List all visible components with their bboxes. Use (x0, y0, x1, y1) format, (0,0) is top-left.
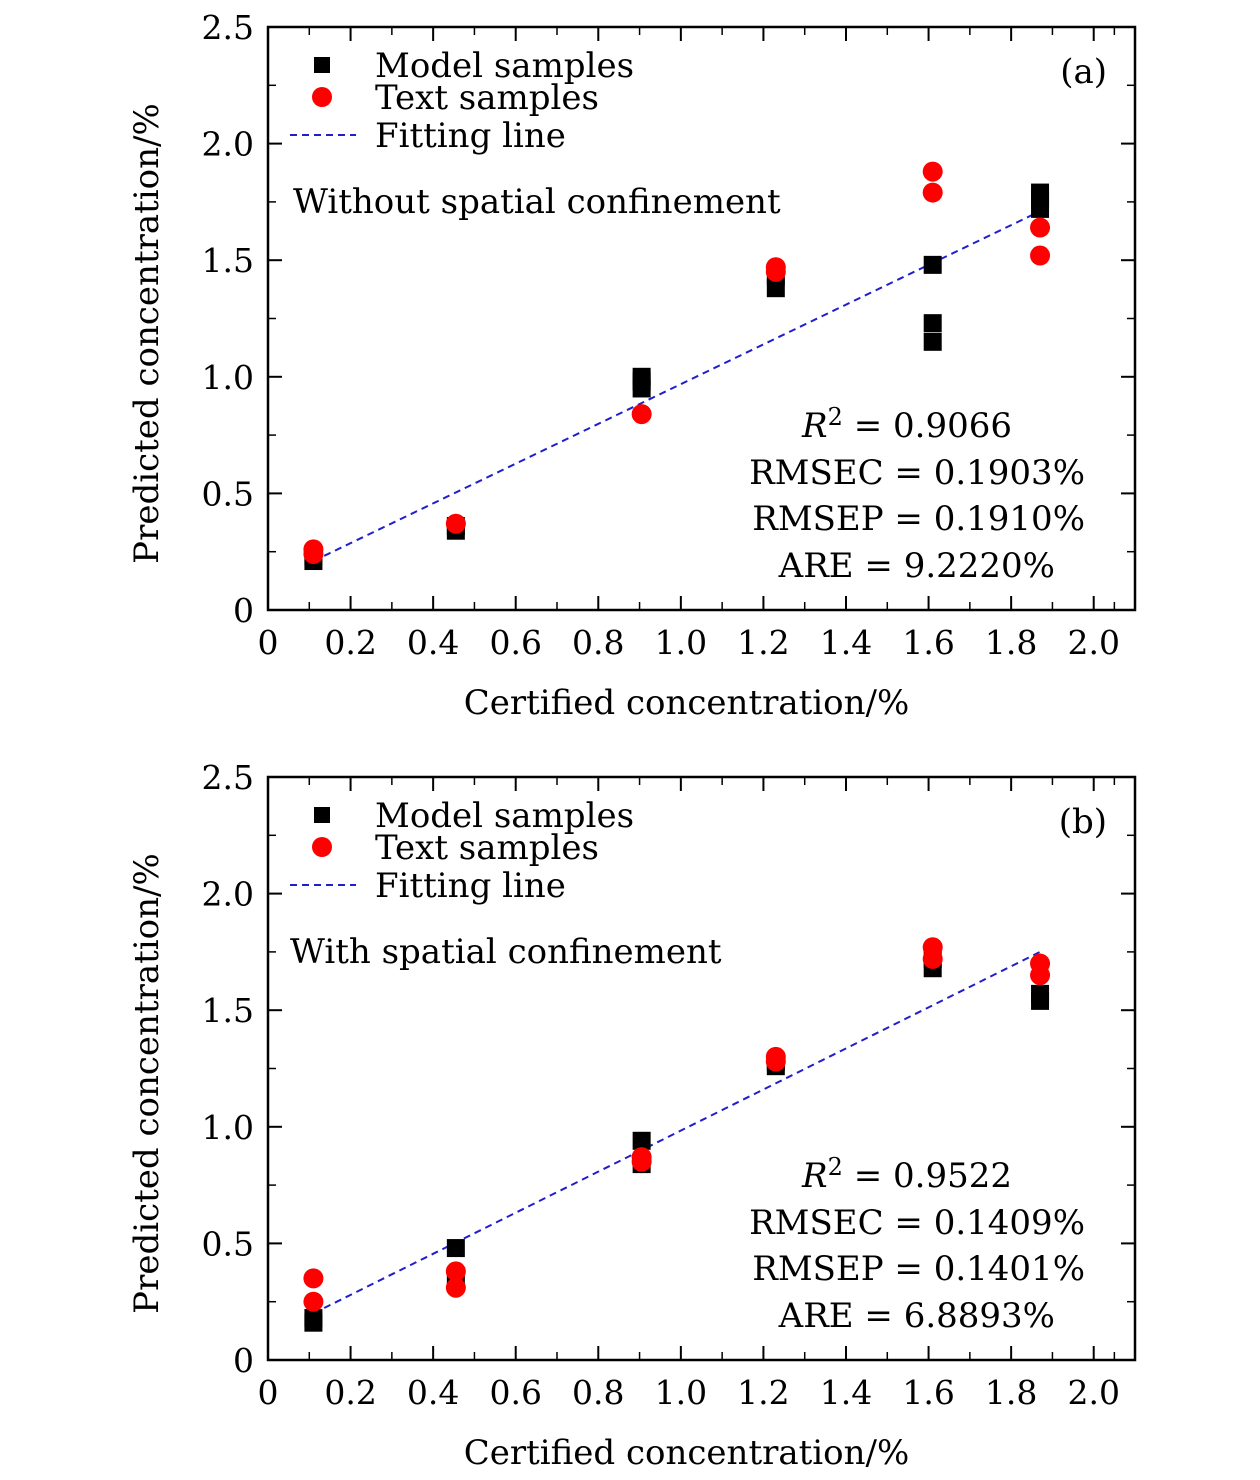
x-tick-label: 1.8 (985, 1373, 1037, 1412)
x-tick-label: 0.2 (324, 1373, 376, 1412)
text-sample-point (445, 513, 466, 534)
stat-are: ARE = 9.2220% (778, 546, 1055, 586)
legend-label-fit: Fitting line (375, 866, 566, 906)
model-sample-point (1031, 984, 1050, 1003)
x-tick-label: 1.6 (902, 623, 954, 662)
y-tick-label: 1.0 (202, 358, 254, 397)
x-tick-label: 0.2 (324, 623, 376, 662)
legend-label-text: Text samples (375, 78, 599, 118)
condition-annotation: With spatial confinement (290, 932, 722, 972)
text-sample-point (631, 404, 652, 425)
text-sample-point (303, 539, 324, 560)
text-sample-point (445, 1261, 466, 1282)
y-tick-label: 1.5 (202, 991, 254, 1030)
model-sample-point (632, 367, 651, 386)
x-tick-label: 0.8 (572, 623, 624, 662)
x-tick-label: 1.0 (655, 623, 707, 662)
legend-marker-model (314, 57, 330, 73)
chart-panel-b: 0 0.2 0.4 0.6 0.8 1.0 1.2 1.4 1.6 1.8 2.0 0 0.5 1.0 1.… (127, 758, 1137, 1473)
panel-label: (a) (1060, 52, 1107, 92)
y-tick-label: 2.5 (202, 8, 254, 47)
y-tick-label: 1.0 (202, 1108, 254, 1147)
legend-marker-text (312, 87, 332, 107)
legend-marker-model (314, 807, 330, 823)
text-sample-point (1030, 245, 1051, 266)
model-sample-point (446, 1239, 465, 1258)
model-sample-point (923, 255, 942, 274)
text-sample-point (922, 182, 943, 203)
legend-label-model: Model samples (375, 796, 634, 836)
y-tick-label: 2.0 (202, 875, 254, 914)
x-tick-label: 0.8 (572, 1373, 624, 1412)
y-tick-label: 0 (233, 591, 254, 630)
x-tick-label: 0.6 (489, 623, 541, 662)
x-axis-title: Certified concentration/% (464, 1433, 910, 1473)
x-tick-label: 1.2 (737, 623, 789, 662)
model-sample-point (1031, 183, 1050, 202)
text-sample-point (303, 1268, 324, 1289)
stat-rmsec: RMSEC = 0.1409% (749, 1203, 1085, 1243)
text-sample-point (765, 1046, 786, 1067)
x-axis-title: Certified concentration/% (464, 683, 910, 723)
legend-label-model: Model samples (375, 46, 634, 86)
stat-r2: R2 = 0.9066 (801, 403, 1012, 446)
stat-rmsep: RMSEP = 0.1401% (752, 1249, 1085, 1289)
text-sample-point (1030, 953, 1051, 974)
chart-panel-a: 0 0.2 0.4 0.6 0.8 1.0 1.2 1.4 1.6 1.8 2.0 0 0.5 1.0 1.… (127, 8, 1137, 723)
y-tick-label: 1.5 (202, 241, 254, 280)
x-tick-label: 1.6 (902, 1373, 954, 1412)
x-tick-label: 1.8 (985, 623, 1037, 662)
x-tick-label: 2.0 (1067, 1373, 1119, 1412)
y-tick-label: 0.5 (202, 474, 254, 513)
y-tick-label: 0.5 (202, 1224, 254, 1263)
x-tick-label: 0 (258, 1373, 279, 1412)
x-tick-label: 0.6 (489, 1373, 541, 1412)
x-tick-label: 0 (258, 623, 279, 662)
x-tick-label: 0.4 (407, 623, 459, 662)
y-tick-label: 2.0 (202, 125, 254, 164)
text-sample-point (765, 257, 786, 278)
y-axis-title: Predicted concentration/% (127, 103, 167, 564)
x-tick-label: 0.4 (407, 1373, 459, 1412)
stat-rmsec: RMSEC = 0.1903% (749, 453, 1085, 493)
x-tick-label: 1.4 (820, 1373, 872, 1412)
model-sample-point (923, 314, 942, 333)
model-sample-point (923, 332, 942, 351)
stat-r2: R2 = 0.9522 (801, 1153, 1012, 1196)
text-sample-point (922, 161, 943, 182)
stat-are: ARE = 6.8893% (778, 1296, 1055, 1336)
model-sample-point (304, 1309, 323, 1328)
text-sample-point (631, 1147, 652, 1168)
x-tick-label: 2.0 (1067, 623, 1119, 662)
legend-label-fit: Fitting line (375, 116, 566, 156)
model-sample-point (632, 1131, 651, 1150)
legend-marker-text (312, 837, 332, 857)
fitting-line (312, 951, 1041, 1315)
x-tick-label: 1.2 (737, 1373, 789, 1412)
x-tick-label: 1.4 (820, 623, 872, 662)
stat-rmsep: RMSEP = 0.1910% (752, 499, 1085, 539)
fitting-line (312, 210, 1041, 562)
x-tick-label: 1.0 (655, 1373, 707, 1412)
legend-label-text: Text samples (375, 828, 599, 868)
text-sample-point (1030, 217, 1051, 238)
text-sample-point (445, 1277, 466, 1298)
condition-annotation: Without spatial confinement (293, 182, 781, 222)
y-tick-label: 0 (233, 1341, 254, 1380)
y-axis-title: Predicted concentration/% (127, 853, 167, 1314)
text-sample-point (303, 1291, 324, 1312)
text-sample-point (922, 937, 943, 958)
y-tick-label: 2.5 (202, 758, 254, 797)
panel-label: (b) (1059, 802, 1107, 842)
